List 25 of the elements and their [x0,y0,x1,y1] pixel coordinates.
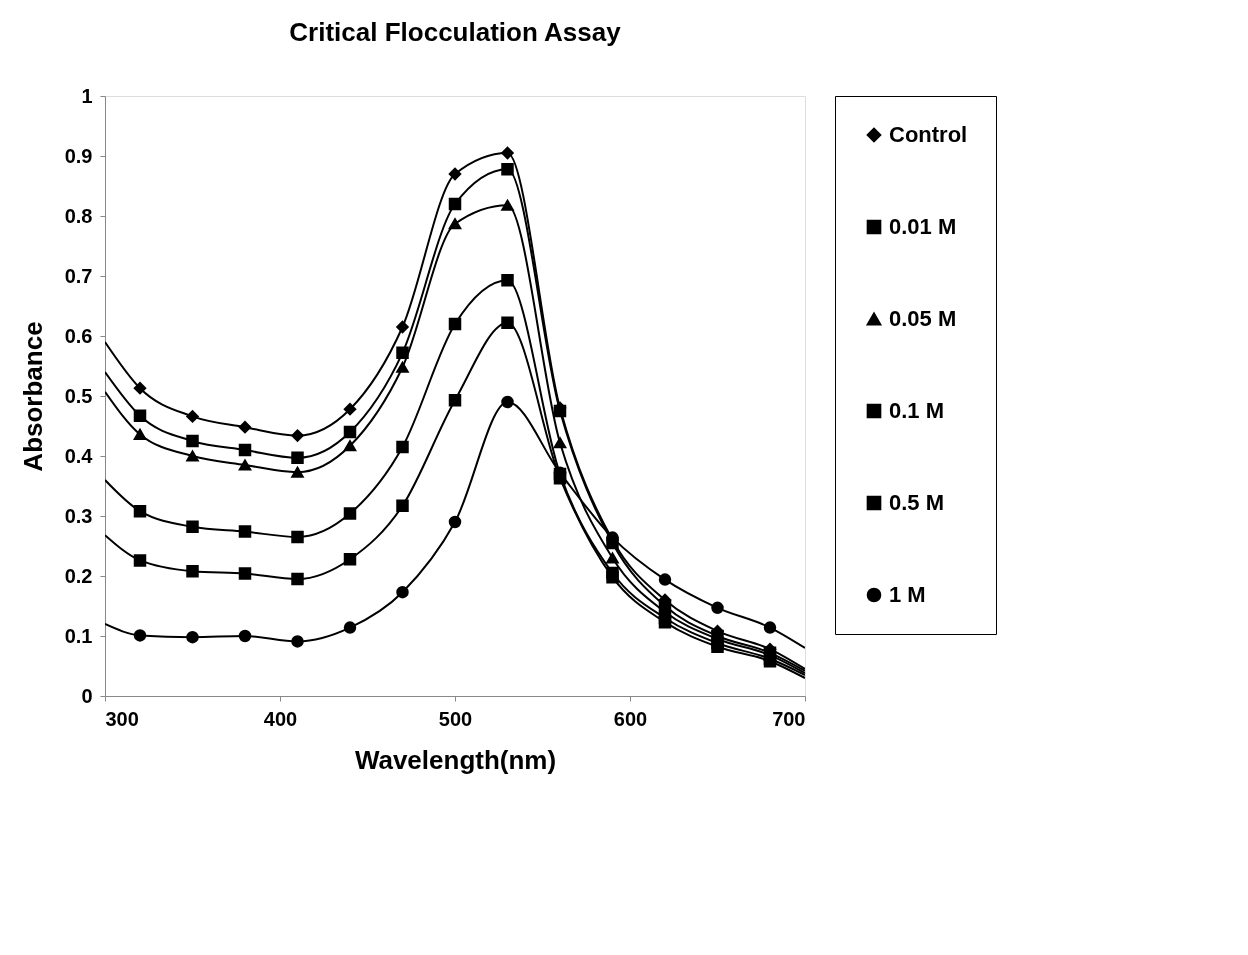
y-axis-title: Absorbance [17,321,48,472]
x-axis-title: Wavelength(nm) [354,744,557,775]
y-tick-label: 0.2 [64,564,93,587]
y-tick-label: 0.6 [64,324,93,347]
y-tick-label: 0 [81,684,93,707]
legend-label: 0.01 M [889,214,957,239]
x-tick-label: 600 [613,707,648,730]
y-tick-label: 0.8 [64,204,93,227]
y-tick-label: 0.4 [64,444,94,467]
legend-label: 0.1 M [889,398,945,423]
legend-label: 1 M [889,582,926,607]
x-tick-label: 400 [263,707,298,730]
legend-label: 0.05 M [889,306,957,331]
legend-label: 0.5 M [889,490,945,515]
y-tick-label: 1 [81,84,93,107]
x-tick-label: 500 [438,707,473,730]
y-tick-label: 0.3 [64,504,93,527]
chart-title: Critical Flocculation Assay [289,17,622,47]
y-tick-label: 0.5 [64,384,93,407]
legend-label: Control [889,122,968,147]
x-tick-label: 300 [105,707,139,730]
y-tick-label: 0.7 [64,264,93,287]
y-tick-label: 0.9 [64,144,93,167]
y-tick-label: 0.1 [64,624,93,647]
x-tick-label: 700 [772,707,806,730]
